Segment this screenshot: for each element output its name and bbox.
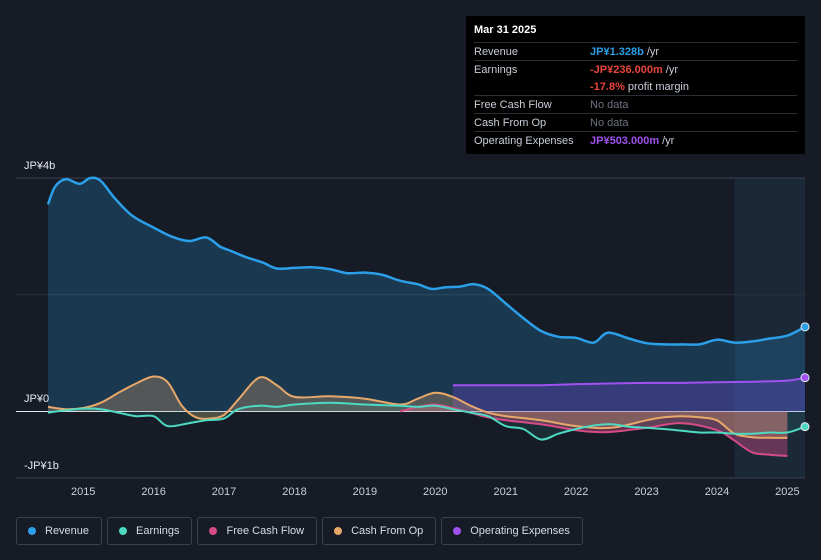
area-earnings xyxy=(48,402,805,440)
endpoint-operating-expenses xyxy=(800,373,810,383)
forecast-band xyxy=(734,178,805,478)
x-tick-label: 2020 xyxy=(423,486,447,498)
tooltip-label: Cash From Op xyxy=(474,116,547,129)
legend-label: Free Cash Flow xyxy=(226,525,305,537)
series-lines xyxy=(46,176,806,457)
line-revenue xyxy=(46,176,806,346)
endpoint-earnings xyxy=(800,422,810,432)
line-operating-expenses xyxy=(452,376,806,387)
profit-margin-label: profit margin xyxy=(627,80,689,93)
tooltip-row-earnings: Earnings -JP¥236.000m /yr xyxy=(474,60,797,78)
tooltip-unit: /yr xyxy=(646,45,660,58)
line-cash-from-op xyxy=(47,375,788,439)
line-earnings xyxy=(47,401,806,441)
x-tick-label: 2017 xyxy=(212,486,236,498)
tooltip-unit: /yr xyxy=(665,63,679,76)
legend: Revenue Earnings Free Cash Flow Cash Fro… xyxy=(16,517,583,545)
tooltip: Mar 31 2025 Revenue JP¥1.328b /yr Earnin… xyxy=(466,16,805,154)
legend-dot-icon xyxy=(119,527,128,535)
x-axis-ticks: 2015 2016 2017 2018 2019 2020 2021 2022 2023 2024… xyxy=(71,486,800,498)
x-tick-label: 2021 xyxy=(493,486,517,498)
x-tick-label: 2019 xyxy=(353,486,377,498)
legend-item-cash-from-op[interactable]: Cash From Op xyxy=(322,517,437,545)
x-tick-label: 2018 xyxy=(282,486,306,498)
tooltip-row-operating-expenses: Operating Expenses JP¥503.000m /yr xyxy=(474,131,797,149)
tooltip-label: Free Cash Flow xyxy=(474,98,552,111)
legend-label: Earnings xyxy=(136,525,180,537)
tooltip-value: -JP¥236.000m xyxy=(590,63,663,76)
y-tick-label-zero: JP¥0 xyxy=(24,393,50,405)
legend-item-operating-expenses[interactable]: Operating Expenses xyxy=(441,517,583,545)
y-tick-label-top: JP¥4b xyxy=(24,160,56,172)
x-tick-label: 2023 xyxy=(634,486,658,498)
grid xyxy=(16,177,805,479)
tooltip-value: No data xyxy=(590,98,629,111)
endpoint-revenue xyxy=(800,322,810,332)
x-tick-label: 2015 xyxy=(71,486,95,498)
legend-dot-icon xyxy=(334,527,343,535)
area-revenue xyxy=(48,177,805,412)
x-tick-label: 2016 xyxy=(141,486,165,498)
tooltip-value: No data xyxy=(590,116,629,129)
x-tick-label: 2024 xyxy=(705,486,729,498)
legend-item-earnings[interactable]: Earnings xyxy=(107,517,193,545)
tooltip-label: Earnings xyxy=(474,63,518,76)
legend-dot-icon xyxy=(453,527,462,535)
tooltip-profit-margin: -17.8% profit margin xyxy=(474,78,797,95)
legend-item-free-cash-flow[interactable]: Free Cash Flow xyxy=(197,517,318,545)
tooltip-label: Operating Expenses xyxy=(474,134,574,147)
tooltip-row-cash-from-op: Cash From Op No data xyxy=(474,113,797,131)
line-free-cash-flow xyxy=(399,403,788,457)
tooltip-label: Revenue xyxy=(474,45,519,58)
tooltip-unit: /yr xyxy=(662,134,675,147)
legend-dot-icon xyxy=(28,527,36,535)
legend-dot-icon xyxy=(209,527,218,535)
legend-label: Revenue xyxy=(45,525,90,537)
profit-margin-value: -17.8% xyxy=(590,80,625,93)
x-tick-label: 2025 xyxy=(775,486,799,498)
legend-label: Operating Expenses xyxy=(470,525,570,537)
legend-label: Cash From Op xyxy=(351,525,424,537)
tooltip-row-revenue: Revenue JP¥1.328b /yr xyxy=(474,42,797,60)
tooltip-date: Mar 31 2025 xyxy=(474,24,537,36)
series-endpoints xyxy=(800,322,810,432)
tooltip-row-free-cash-flow: Free Cash Flow No data xyxy=(474,95,797,113)
tooltip-value: JP¥503.000m xyxy=(590,134,660,147)
y-tick-label-bottom: -JP¥1b xyxy=(24,460,59,472)
legend-item-revenue[interactable]: Revenue xyxy=(16,517,103,545)
series-areas xyxy=(48,177,805,456)
x-tick-label: 2022 xyxy=(564,486,588,498)
tooltip-value: JP¥1.328b xyxy=(590,45,644,58)
